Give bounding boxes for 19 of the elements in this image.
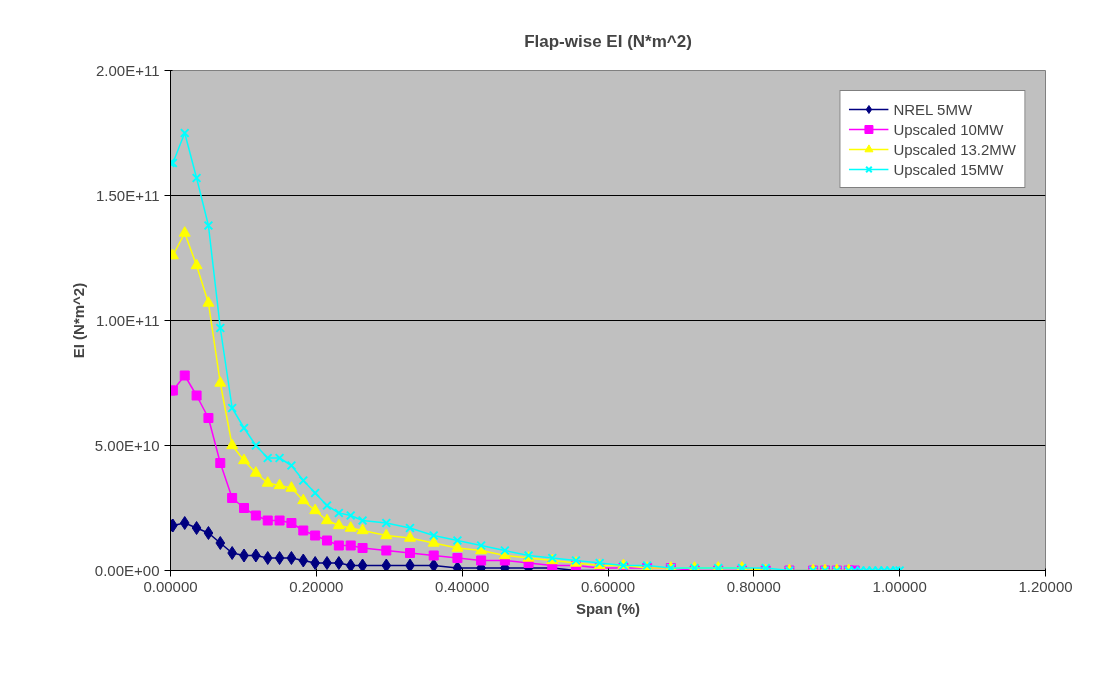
x-tick-label: 0.80000 [726, 577, 781, 595]
y-tick-label: 1.50E+11 [95, 187, 160, 204]
x-tick-label: 0.20000 [289, 577, 344, 595]
x-tick-label: 1.00000 [872, 577, 927, 595]
y-tick-label: 2.00E+11 [95, 62, 160, 79]
x-axis-title: Span (%) [575, 599, 641, 617]
y-tick-label: 5.00E+10 [94, 437, 160, 454]
x-tick-label: 0.40000 [435, 577, 490, 595]
x-tick-label: 1.20000 [1018, 577, 1073, 595]
y-tick-label: 1.00E+11 [95, 312, 160, 329]
legend-label: Upscaled 15MW [893, 160, 1004, 178]
legend-label: NREL 5MW [893, 100, 973, 118]
y-tick-label: 0.00E+00 [94, 562, 160, 579]
x-tick-label: 0.60000 [580, 577, 636, 595]
chart-title: Flap-wise EI (N*m^2) [524, 31, 692, 51]
legend-label: Upscaled 13.2MW [893, 140, 1016, 158]
y-axis-title: EI (N*m^2) [69, 282, 87, 359]
x-tick-label: 0.00000 [143, 577, 198, 595]
legend-label: Upscaled 10MW [893, 120, 1004, 138]
